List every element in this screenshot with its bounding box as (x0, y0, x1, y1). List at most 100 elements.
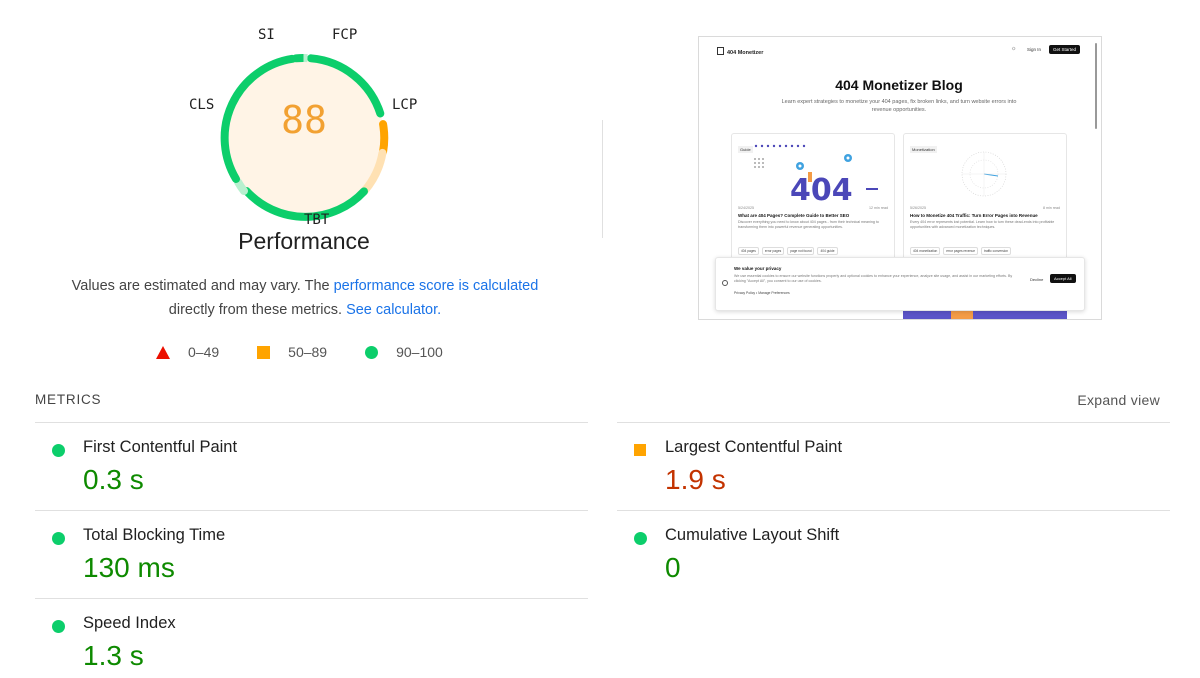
metric-largest-contentful-paint: Largest Contentful Paint 1.9 s (634, 438, 1174, 518)
thumb-scrollbar (1095, 43, 1097, 129)
pass-circle-icon (52, 620, 65, 633)
gauge-ring (220, 53, 389, 221)
thumb-card-read: 8 min read (1043, 206, 1060, 210)
thumb-card-read: 12 min read (869, 206, 888, 210)
description-text-2: directly from these metrics. (168, 302, 347, 318)
thumb-card-tags: 404 monetization error pages revenue tra… (910, 247, 1014, 255)
metrics-divider (617, 422, 1170, 423)
thumb-brand: 404 Monetizer (717, 47, 763, 56)
thumb-cookie-text: We use essential cookies to ensure our w… (734, 274, 1013, 283)
pass-circle-icon (365, 345, 379, 359)
metrics-divider (35, 510, 588, 511)
gauge-segment-tbt-remainder (234, 178, 248, 195)
performance-score-link[interactable]: performance score is calculated (333, 278, 539, 294)
thumb-signin: Sign In (1027, 47, 1042, 52)
thumb-chip: 404 pages (738, 247, 759, 255)
legend-average-label: 50–89 (288, 344, 328, 360)
thumb-privacy-link: Privacy Policy (734, 291, 756, 295)
score-legend: 0–49 50–89 90–100 (156, 344, 443, 360)
gauge-label-tbt: TBT (304, 212, 330, 228)
thumb-card-title: What are 404 Pages? Complete Guide to Be… (738, 213, 850, 218)
metrics-divider (617, 510, 1170, 511)
metric-speed-index: Speed Index 1.3 s (52, 614, 592, 678)
average-square-icon (257, 345, 271, 359)
metric-value: 1.9 s (665, 464, 726, 495)
thumb-chip: 404 monetization (910, 247, 941, 255)
thumb-chip: 404 guide (817, 247, 838, 255)
legend-fail-label: 0–49 (188, 344, 220, 360)
gauge-fill (224, 58, 384, 218)
legend-pass: 90–100 (365, 344, 443, 360)
svg-text:404: 404 (790, 173, 853, 204)
score-description: Values are estimated and may vary. The p… (40, 274, 570, 322)
gauge-label-fcp: FCP (332, 27, 358, 43)
thumb-theme-icon: ☼ (1011, 46, 1017, 52)
metrics-divider (35, 598, 588, 599)
metric-title: Total Blocking Time (83, 526, 226, 544)
thumb-manage-link: Manage Preferences (758, 291, 790, 295)
gauge-segment-tbt (242, 187, 368, 221)
thumb-card: Monetization 5/26/2025 8 min read How to… (903, 133, 1067, 265)
vertical-divider (602, 120, 603, 238)
thumb-card-tags: 404 pages error pages page not found 404… (738, 247, 841, 255)
thumb-brand-text: 404 Monetizer (727, 50, 764, 56)
metric-title: First Contentful Paint (83, 438, 238, 456)
thumb-accept: Accept All (1050, 274, 1076, 283)
see-calculator-link[interactable]: See calculator. (346, 302, 442, 318)
cookie-icon (722, 280, 728, 286)
expand-view-toggle[interactable]: Expand view (1077, 392, 1160, 408)
gauge-label-si: SI (258, 27, 275, 43)
metric-value: 1.3 s (83, 640, 144, 671)
gauge-segment-cls (220, 54, 297, 183)
metrics-divider (35, 422, 588, 423)
thumb-card-desc: Every 404 error represents lost potentia… (910, 220, 1055, 229)
description-text-1: Values are estimated and may vary. The (71, 278, 334, 294)
thumb-nav: 404 Monetizer ☼ Sign In Get Started (699, 37, 1101, 63)
pass-circle-icon (52, 444, 65, 457)
gauge-segment-fcp (307, 54, 385, 118)
thumb-card-date: 5/24/2025 (738, 206, 754, 210)
metric-title: Speed Index (83, 614, 176, 632)
metric-title: Largest Contentful Paint (665, 438, 843, 456)
card-chart-illustration (961, 151, 1007, 197)
legend-fail: 0–49 (156, 344, 219, 360)
gauge-label-cls: CLS (189, 97, 215, 113)
thumb-card-date: 5/26/2025 (910, 206, 926, 210)
thumb-card-title: How to Monetize 404 Traffic: Turn Error … (910, 213, 1038, 218)
thumb-cookie-links: Privacy Policy • Manage Preferences (734, 291, 790, 295)
legend-average: 50–89 (257, 344, 327, 360)
thumb-subtitle: Learn expert strategies to monetize your… (781, 99, 1017, 113)
thumb-cookie-banner: We value your privacy We use essential c… (715, 257, 1085, 311)
metric-value: 130 ms (83, 552, 175, 583)
thumb-get-started: Get Started (1049, 45, 1081, 54)
thumb-chip: page not found (787, 247, 815, 255)
metric-total-blocking-time: Total Blocking Time 130 ms (52, 526, 592, 606)
metric-first-contentful-paint: First Contentful Paint 0.3 s (52, 438, 592, 518)
performance-gauge: 88 SI FCP LCP TBT CLS (186, 20, 422, 256)
average-square-icon (634, 444, 646, 456)
thumb-decline: Decline (1030, 277, 1044, 282)
thumb-chip: traffic conversion (981, 247, 1012, 255)
gauge-title: Performance (238, 228, 370, 254)
pass-circle-icon (52, 532, 65, 545)
thumb-card-tag: Guide (738, 146, 753, 153)
thumb-chip: error pages (761, 247, 785, 255)
thumb-card-desc: Discover everything you need to know abo… (738, 220, 879, 229)
metric-title: Cumulative Layout Shift (665, 526, 840, 544)
final-screenshot[interactable]: 404 Monetizer ☼ Sign In Get Started 404 … (698, 36, 1102, 320)
card-404-illustration: 404 (754, 144, 878, 204)
thumb-title: 404 Monetizer Blog (835, 77, 963, 93)
pass-circle-icon (634, 532, 647, 545)
thumb-card: 404 Guide 5/24/2025 12 min read What are… (731, 133, 895, 265)
fail-triangle-icon (156, 345, 170, 359)
thumb-card-tag: Monetization (910, 146, 937, 153)
legend-pass-label: 90–100 (396, 344, 443, 360)
metric-cumulative-layout-shift: Cumulative Layout Shift 0 (634, 526, 1174, 606)
thumb-logo-icon (717, 47, 724, 55)
thumb-chip: error pages revenue (943, 247, 978, 255)
metric-value: 0.3 s (83, 464, 144, 495)
gauge-label-lcp: LCP (392, 97, 418, 113)
thumb-cookie-title: We value your privacy (734, 266, 782, 271)
metric-value: 0 (665, 552, 681, 583)
